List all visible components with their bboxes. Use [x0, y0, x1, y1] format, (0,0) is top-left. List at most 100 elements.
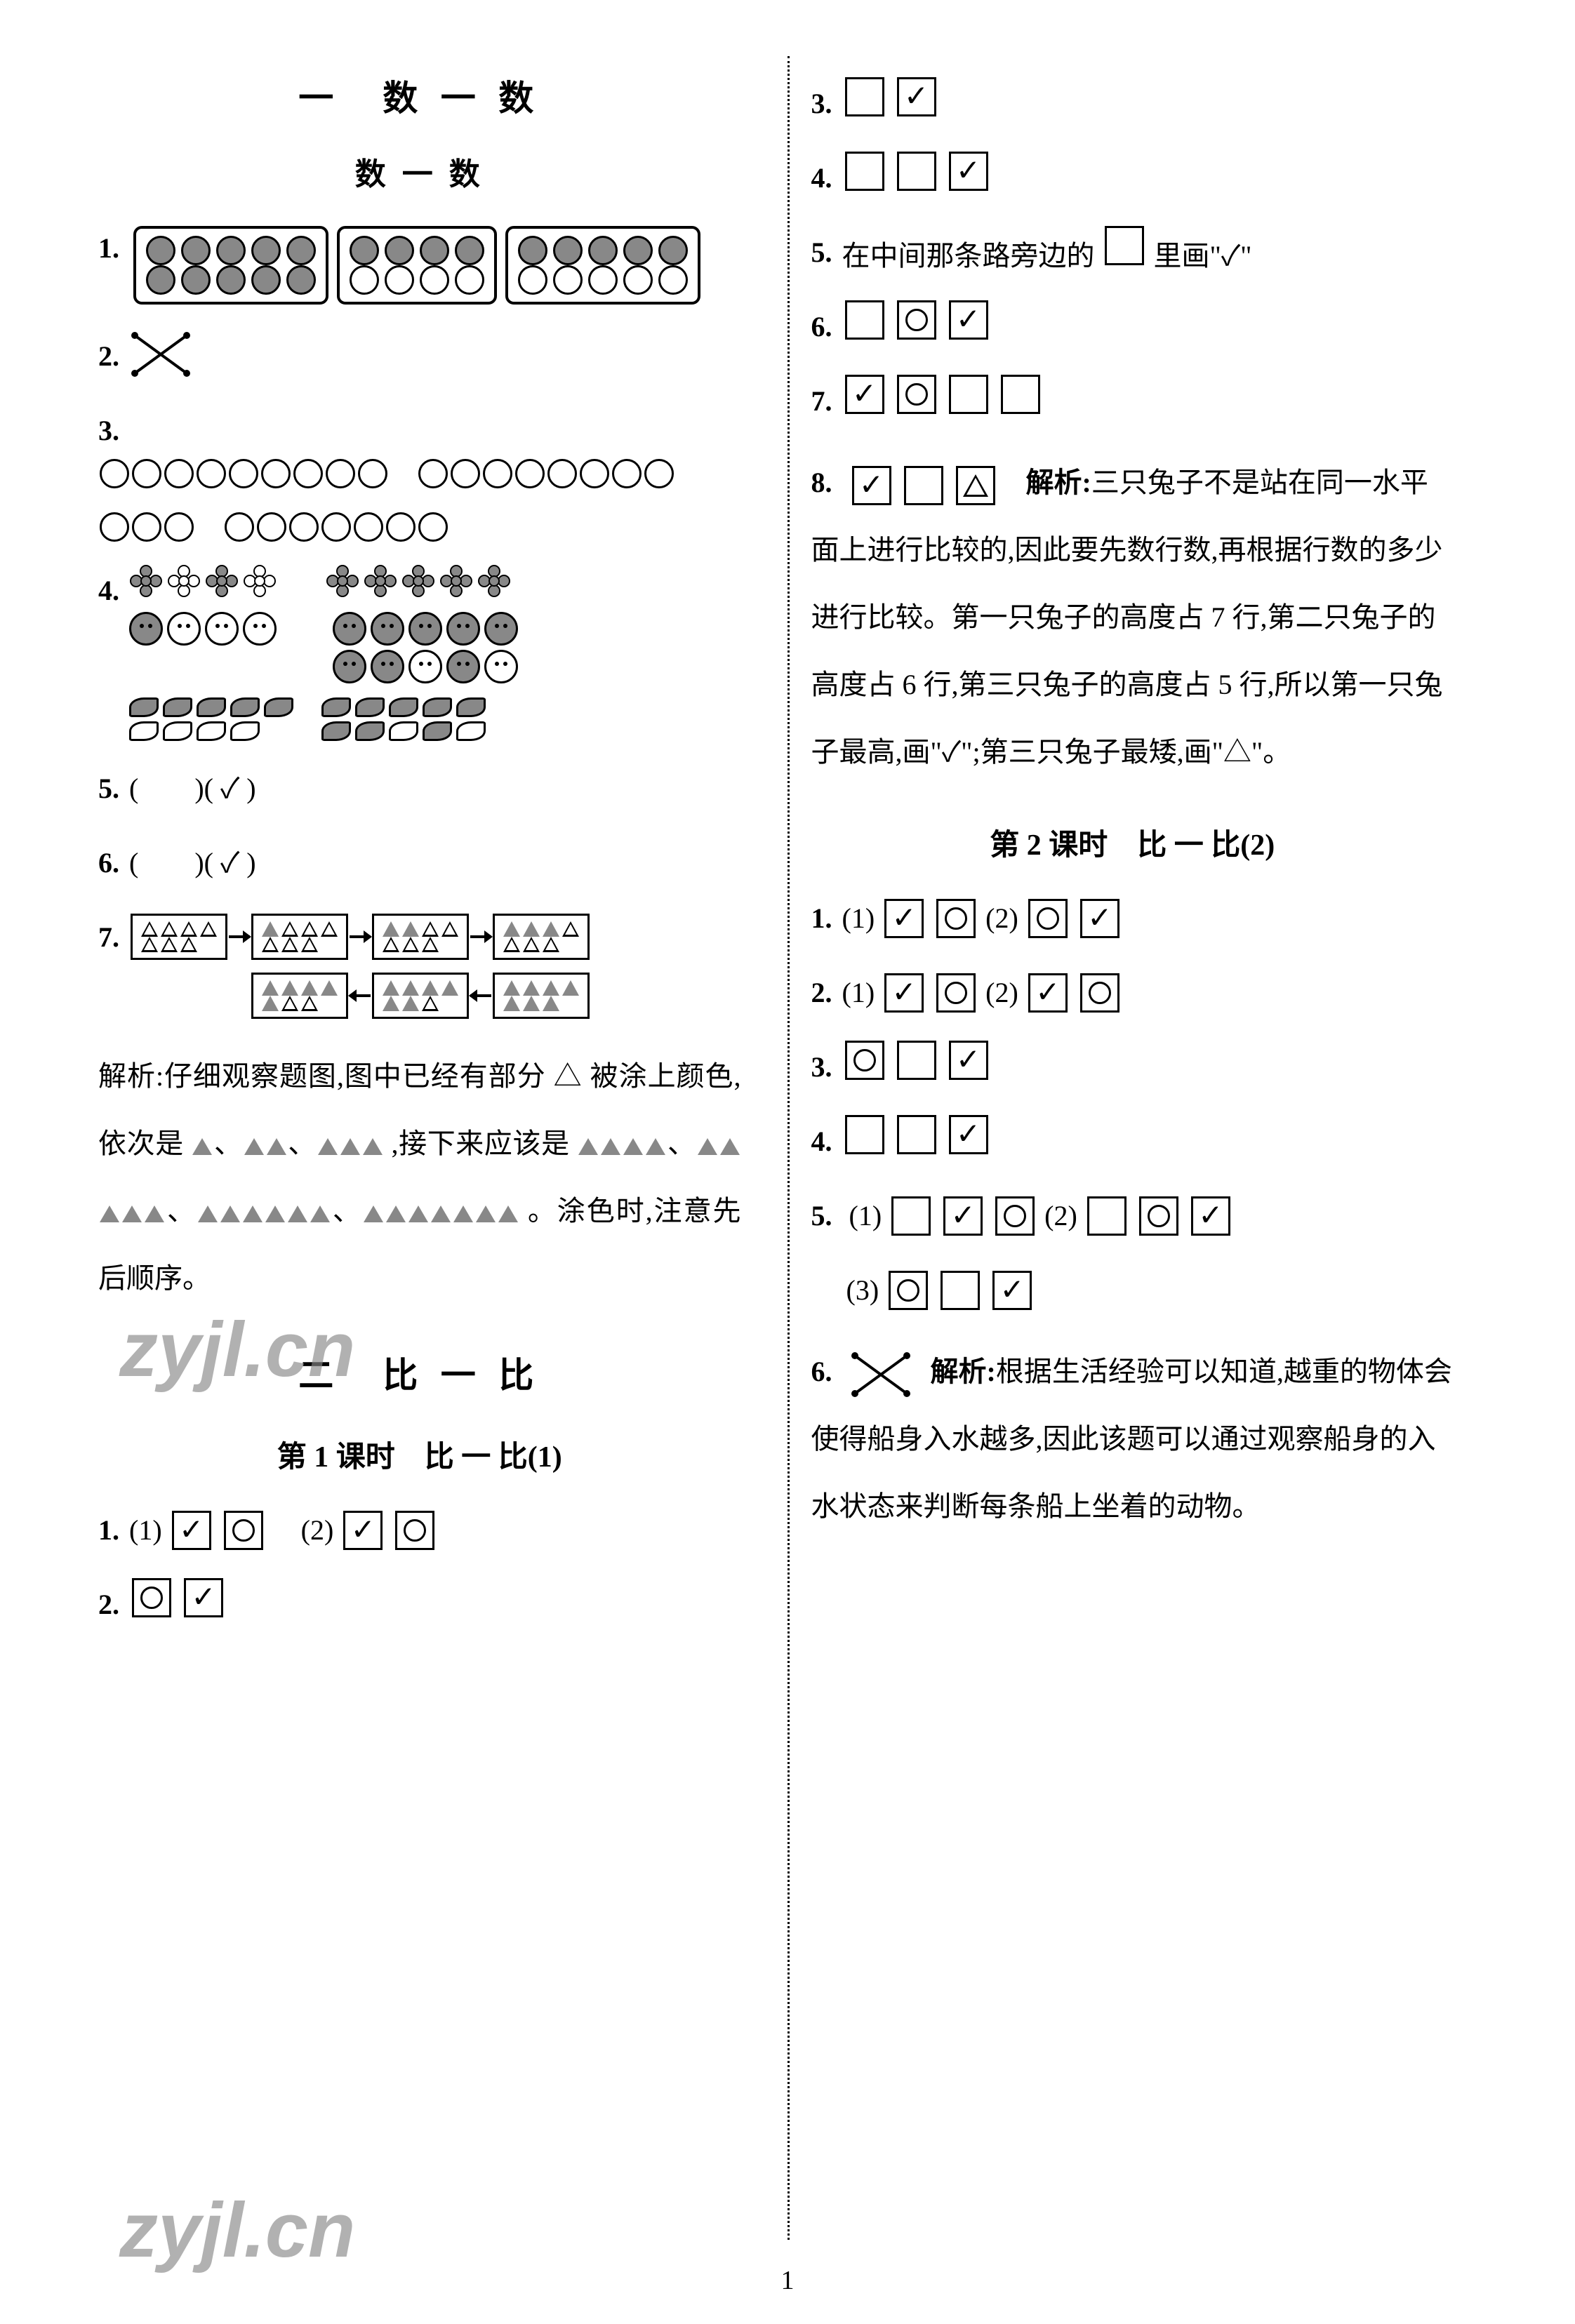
- q1: 1.: [98, 222, 741, 309]
- answer-box: [224, 1511, 263, 1550]
- box-group: ✓: [882, 899, 978, 938]
- box-group: ✓: [842, 77, 939, 116]
- q-num: 3.: [98, 404, 119, 458]
- part-label: (2): [301, 1504, 334, 1557]
- q6-answer: ( )( ✓ ): [129, 836, 256, 890]
- l2-q5: 5. (1) ✓ (2) ✓ (3) ✓: [811, 1189, 1454, 1317]
- q5: 5. ( )( ✓ ): [98, 762, 741, 815]
- section-title-2: 二 比 一 比: [98, 1347, 741, 1398]
- q-num: 5.: [811, 226, 832, 279]
- answer-box: [904, 466, 943, 505]
- answer-box: ✓: [1080, 899, 1119, 938]
- filled-triangle-icon: [192, 1138, 212, 1155]
- answer-row: (1) ✓ (2) ✓: [842, 966, 1122, 1020]
- blank-box: [1105, 226, 1144, 265]
- box-group: ✓: [169, 1511, 266, 1550]
- answer-box: ✓: [884, 899, 924, 938]
- answer-box: ✓: [1028, 973, 1068, 1013]
- cross-icon: [849, 1350, 912, 1399]
- analysis-label: 解析:: [931, 1356, 996, 1387]
- page-number: 1: [781, 2265, 795, 2296]
- q7-graphic: [129, 911, 591, 1022]
- answer-box: [845, 1115, 884, 1154]
- analysis-label: 解析:: [1026, 467, 1091, 498]
- q-num: 6.: [811, 1356, 832, 1387]
- answer-box: ✓: [1191, 1196, 1230, 1236]
- box-group: ✓: [882, 973, 978, 1013]
- q-num: 3.: [811, 1041, 832, 1094]
- box-group: ✓: [842, 375, 1043, 414]
- analysis-text: ,接下来应该是: [391, 1128, 569, 1159]
- answer-box: ✓: [949, 300, 988, 340]
- subtitle-1: 数 一 数: [98, 149, 741, 194]
- box-group: ✓: [340, 1511, 437, 1550]
- answer-box: [897, 1041, 936, 1080]
- part-label: (1): [849, 1189, 882, 1243]
- q7-analysis: 解析:仔细观察题图,图中已经有部分 △ 被涂上颜色,依次是 、、 ,接下来应该是…: [98, 1043, 741, 1312]
- right-column: 3. ✓ 4. ✓ 5. 在中间那条路旁边的 里画"✓" 6. ✓ 7. ✓ 8…: [776, 56, 1475, 2296]
- l2-q2: 2. (1) ✓ (2) ✓: [811, 966, 1454, 1020]
- r-q4: 4. ✓: [811, 152, 1454, 205]
- l1-q1: 1. (1) ✓ (2) ✓: [98, 1504, 741, 1557]
- q-num: 1.: [98, 1504, 119, 1557]
- q2: 2.: [98, 330, 741, 383]
- l2-q3: 3. ✓: [811, 1041, 1454, 1094]
- filled-triangle-icon: [244, 1138, 264, 1155]
- q-num: 7.: [98, 911, 119, 964]
- answer-box: [1001, 375, 1040, 414]
- cross-icon: [129, 330, 192, 379]
- answer-box: [395, 1511, 434, 1550]
- answer-box: [1028, 899, 1068, 938]
- q-num: 4.: [811, 1115, 832, 1168]
- answer-box: [949, 375, 988, 414]
- box-group: ✓: [889, 1196, 1037, 1236]
- answer-box: ✓: [943, 1196, 983, 1236]
- q-num: 1.: [811, 892, 832, 945]
- filled-triangle-icon: [267, 1138, 286, 1155]
- answer-box: ✓: [949, 1041, 988, 1080]
- answer-row: (1) ✓ (2) ✓: [842, 892, 1122, 945]
- answer-box: [897, 1115, 936, 1154]
- q4-graphic: [129, 564, 532, 741]
- q5-text: 在中间那条路旁边的 里画"✓": [842, 226, 1252, 279]
- q7: 7.: [98, 911, 741, 1022]
- section-title-1: 一 数 一 数: [98, 70, 741, 121]
- answer-box: ✓: [949, 152, 988, 191]
- box-group: ✓: [842, 152, 991, 191]
- answer-box: [1080, 973, 1119, 1013]
- q-num: 7.: [811, 375, 832, 428]
- q-num: 3.: [811, 77, 832, 131]
- answer-row: (1) ✓ (2) ✓: [129, 1504, 437, 1557]
- answer-box: ✓: [343, 1511, 383, 1550]
- column-divider: [788, 56, 790, 2240]
- answer-box: ✓: [845, 375, 884, 414]
- answer-box: [941, 1271, 980, 1310]
- filled-triangle-icon: [340, 1138, 360, 1155]
- part-label: (1): [129, 1504, 162, 1557]
- lesson-title-1: 第 1 课时 比 一 比(1): [98, 1433, 741, 1476]
- q3: 3.: [98, 404, 741, 543]
- answer-box: ✓: [897, 77, 936, 116]
- answer-box: [936, 973, 976, 1013]
- box-group: ✓: [129, 1578, 226, 1617]
- answer-box: ✓: [172, 1511, 211, 1550]
- box-group: ✓: [849, 466, 998, 505]
- answer-box: [889, 1271, 928, 1310]
- q-num: 5.: [98, 762, 119, 815]
- part-label: (2): [985, 966, 1018, 1020]
- q3-graphic: [98, 458, 730, 543]
- q-num: 6.: [811, 300, 832, 354]
- q-num: 2.: [811, 966, 832, 1020]
- q-num: 5.: [811, 1200, 832, 1231]
- q8-analysis: 三只兔子不是站在同一水平面上进行比较的,因此要先数行数,再根据行数的多少进行比较…: [811, 467, 1443, 768]
- box-group: ✓: [842, 1115, 991, 1154]
- q1-graphic: [129, 222, 705, 309]
- part-label: (3): [846, 1264, 879, 1317]
- q-num: 2.: [98, 330, 119, 383]
- part-label: (2): [985, 892, 1018, 945]
- r-q3: 3. ✓: [811, 77, 1454, 131]
- r-q8: 8. ✓ 解析:三只兔子不是站在同一水平面上进行比较的,因此要先数行数,再根据行…: [811, 449, 1454, 786]
- box-group: ✓: [1084, 1196, 1233, 1236]
- answer-box: ✓: [184, 1578, 223, 1617]
- filled-triangle-icon: [363, 1138, 383, 1155]
